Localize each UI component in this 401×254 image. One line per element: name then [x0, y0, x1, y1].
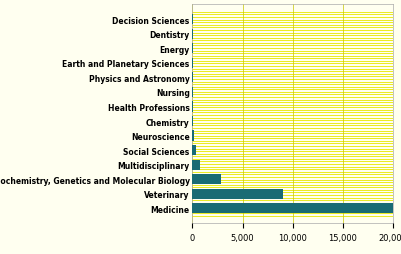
Bar	[192, 203, 393, 214]
Bar	[192, 117, 193, 127]
Bar	[192, 58, 193, 69]
Bar	[192, 146, 196, 156]
Bar	[192, 160, 200, 170]
Bar	[192, 102, 193, 112]
Bar	[192, 174, 221, 185]
Bar	[192, 87, 193, 98]
Bar	[192, 73, 193, 83]
Bar	[192, 189, 283, 199]
Bar	[192, 131, 194, 141]
